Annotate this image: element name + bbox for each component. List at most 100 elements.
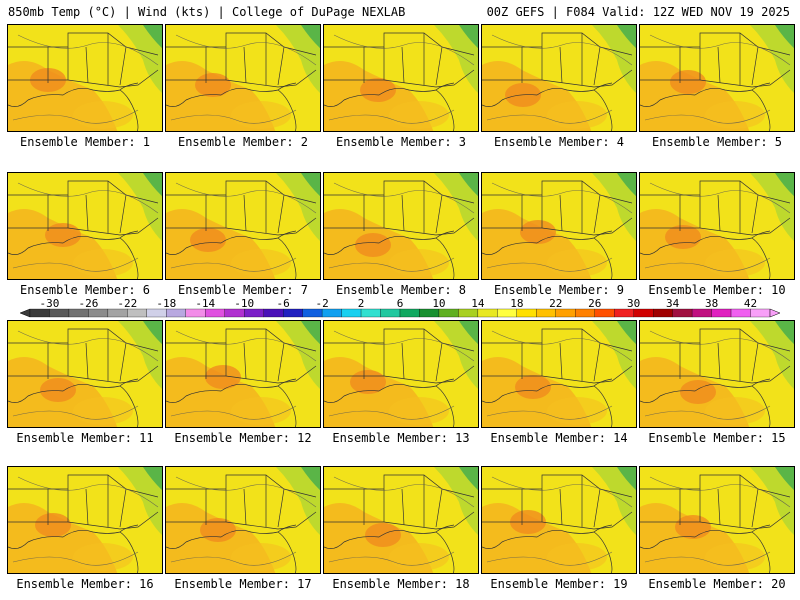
ensemble-member-label: Ensemble Member: 13 — [332, 431, 470, 445]
colorbar-swatch — [575, 308, 595, 318]
colorbar-tick-label: -14 — [195, 297, 215, 310]
colorbar-swatch — [438, 308, 459, 318]
colorbar-tick-label: -22 — [117, 297, 137, 310]
colorbar-swatch — [49, 308, 70, 318]
ensemble-member-label: Ensemble Member: 4 — [493, 135, 625, 149]
ensemble-member-label: Ensemble Member: 9 — [493, 283, 625, 297]
ensemble-member-label: Ensemble Member: 17 — [174, 577, 312, 591]
colorbar-swatch — [516, 308, 537, 318]
ensemble-map-panel — [165, 320, 321, 428]
ensemble-map-panel — [639, 172, 795, 280]
ensemble-member-label: Ensemble Member: 6 — [19, 283, 151, 297]
ensemble-map-panel — [639, 466, 795, 574]
colorbar-swatch — [263, 308, 284, 318]
colorbar-swatch — [283, 308, 303, 318]
ensemble-map-panel — [481, 466, 637, 574]
ensemble-member-label: Ensemble Member: 8 — [335, 283, 467, 297]
colorbar-swatch — [224, 308, 245, 318]
colorbar-swatch — [341, 308, 362, 318]
ensemble-map-panel — [165, 466, 321, 574]
ensemble-map-panel — [639, 24, 795, 132]
colorbar-swatch — [302, 308, 323, 318]
ensemble-member-label: Ensemble Member: 1 — [19, 135, 151, 149]
colorbar-tick-label: 26 — [588, 297, 601, 310]
colorbar-swatch — [750, 308, 771, 318]
ensemble-member-label: Ensemble Member: 18 — [332, 577, 470, 591]
colorbar-swatch — [127, 308, 147, 318]
colorbar-swatch — [380, 308, 401, 318]
colorbar-swatch — [594, 308, 615, 318]
colorbar-swatch — [107, 308, 128, 318]
colorbar-right-arrow — [769, 308, 781, 318]
colorbar-swatch — [672, 308, 693, 318]
colorbar-swatch — [399, 308, 420, 318]
ensemble-map-panel — [323, 466, 479, 574]
colorbar-tick-label: 18 — [510, 297, 523, 310]
colorbar-tick-label: 10 — [432, 297, 445, 310]
colorbar-swatch — [477, 308, 498, 318]
colorbar-swatch — [185, 308, 206, 318]
ensemble-member-label: Ensemble Member: 20 — [648, 577, 786, 591]
ensemble-member-label: Ensemble Member: 19 — [490, 577, 628, 591]
ensemble-member-label: Ensemble Member: 15 — [648, 431, 786, 445]
colorbar-swatch — [555, 308, 576, 318]
colorbar-swatch — [419, 308, 440, 318]
ensemble-member-label: Ensemble Member: 3 — [335, 135, 467, 149]
colorbar-tick-label: 42 — [744, 297, 757, 310]
colorbar-swatch — [536, 308, 556, 318]
colorbar-tick-label: 38 — [705, 297, 718, 310]
ensemble-map-panel — [323, 172, 479, 280]
colorbar-swatch — [146, 308, 167, 318]
temperature-colorbar: -30 -26 -22 -18 -14 -10 -6 -2 2 6 10 14 18 22 26 30 34 38… — [19, 297, 781, 318]
ensemble-map-panel — [165, 172, 321, 280]
ensemble-map-panel — [323, 24, 479, 132]
colorbar-swatch — [633, 308, 654, 318]
colorbar-swatch — [88, 308, 109, 318]
ensemble-member-label: Ensemble Member: 10 — [648, 283, 786, 297]
colorbar-left-arrow — [19, 308, 31, 318]
colorbar-swatch — [68, 308, 89, 318]
colorbar-swatch — [458, 308, 479, 318]
colorbar-tick-label: -30 — [40, 297, 60, 310]
ensemble-map-panel — [7, 172, 163, 280]
ensemble-member-label: Ensemble Member: 2 — [177, 135, 309, 149]
colorbar-tick-label: 14 — [471, 297, 485, 310]
ensemble-member-label: Ensemble Member: 5 — [651, 135, 783, 149]
header-left-title: 850mb Temp (°C) | Wind (kts) | College o… — [8, 5, 406, 19]
ensemble-map-panel — [165, 24, 321, 132]
colorbar-tick-label: -10 — [234, 297, 254, 310]
colorbar-swatch — [321, 308, 342, 318]
colorbar-tick-label: 22 — [549, 297, 562, 310]
colorbar-tick-label: 34 — [666, 297, 680, 310]
colorbar-tick-label: -26 — [78, 297, 98, 310]
colorbar-tick-label: -18 — [156, 297, 176, 310]
ensemble-map-panel — [481, 172, 637, 280]
ensemble-member-label: Ensemble Member: 11 — [16, 431, 154, 445]
colorbar-swatch — [497, 308, 517, 318]
ensemble-map-panel — [639, 320, 795, 428]
ensemble-member-label: Ensemble Member: 7 — [177, 283, 309, 297]
ensemble-member-label: Ensemble Member: 14 — [490, 431, 628, 445]
colorbar-swatch — [166, 308, 186, 318]
colorbar-tick-label: -2 — [315, 297, 328, 310]
colorbar-tick-label: 6 — [397, 297, 404, 310]
header-right-title: 00Z GEFS | F084 Valid: 12Z WED NOV 19 20… — [486, 5, 790, 19]
ensemble-map-panel — [7, 320, 163, 428]
colorbar-tick-label: 2 — [358, 297, 365, 310]
ensemble-map-panel — [7, 466, 163, 574]
colorbar-tick-label: 30 — [627, 297, 640, 310]
ensemble-map-panel — [481, 320, 637, 428]
colorbar-swatch — [711, 308, 732, 318]
colorbar-swatch — [614, 308, 634, 318]
ensemble-member-label: Ensemble Member: 12 — [174, 431, 312, 445]
colorbar-swatch — [730, 308, 751, 318]
ensemble-map-panel — [481, 24, 637, 132]
colorbar-swatch — [244, 308, 264, 318]
colorbar-swatch — [205, 308, 225, 318]
ensemble-map-panel — [323, 320, 479, 428]
ensemble-member-label: Ensemble Member: 16 — [16, 577, 154, 591]
colorbar-swatch — [653, 308, 673, 318]
colorbar-swatch — [29, 308, 50, 318]
ensemble-map-panel — [7, 24, 163, 132]
colorbar-swatch — [360, 308, 381, 318]
